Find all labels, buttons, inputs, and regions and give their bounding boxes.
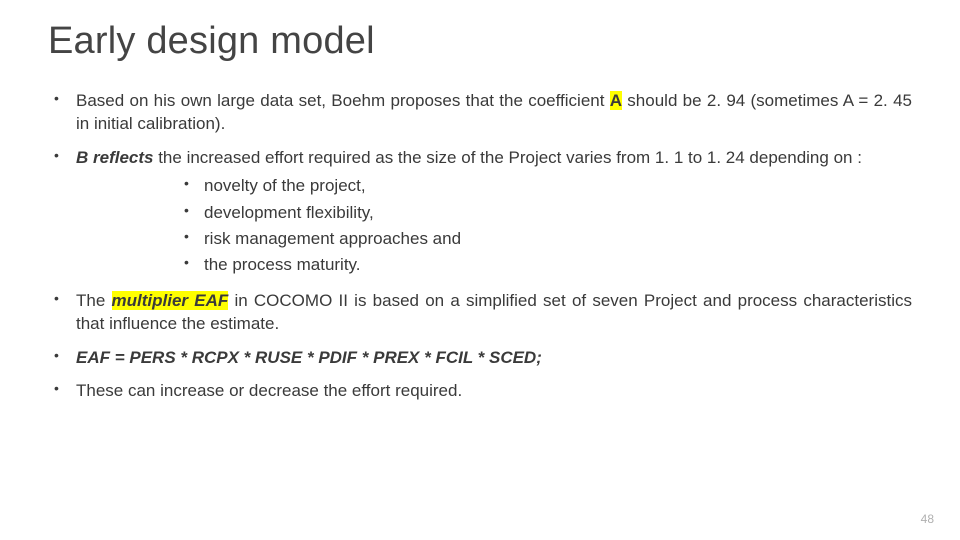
sub-bullet-3: risk management approaches and [76, 226, 912, 252]
slide-title: Early design model [48, 20, 912, 63]
bullet-item-1: Based on his own large data set, Boehm p… [48, 89, 912, 136]
bullet-1-pre: Based on his own large data set, Boehm p… [76, 91, 610, 110]
sub-bullet-list: novelty of the project, development flex… [76, 173, 912, 278]
sub-bullet-2: development flexibility, [76, 200, 912, 226]
page-number: 48 [921, 512, 934, 526]
bullet-item-4: EAF = PERS * RCPX * RUSE * PDIF * PREX *… [48, 346, 912, 369]
sub-bullet-1: novelty of the project, [76, 173, 912, 199]
bullet-item-5: These can increase or decrease the effor… [48, 379, 912, 402]
bullet-list: Based on his own large data set, Boehm p… [48, 89, 912, 403]
bullet-item-2: B reflects the increased effort required… [48, 146, 912, 279]
bullet-2-rest: the increased effort required as the siz… [153, 148, 861, 167]
bullet-2-bold: B reflects [76, 148, 153, 167]
sub-bullet-4: the process maturity. [76, 252, 912, 278]
multiplier-eaf-highlight: multiplier EAF [112, 291, 229, 310]
slide: Early design model Based on his own larg… [0, 0, 960, 540]
bullet-3-pre: The [76, 291, 112, 310]
coefficient-a-highlight: A [610, 91, 622, 110]
bullet-item-3: The multiplier EAF in COCOMO II is based… [48, 289, 912, 336]
eaf-formula: EAF = PERS * RCPX * RUSE * PDIF * PREX *… [76, 348, 542, 367]
